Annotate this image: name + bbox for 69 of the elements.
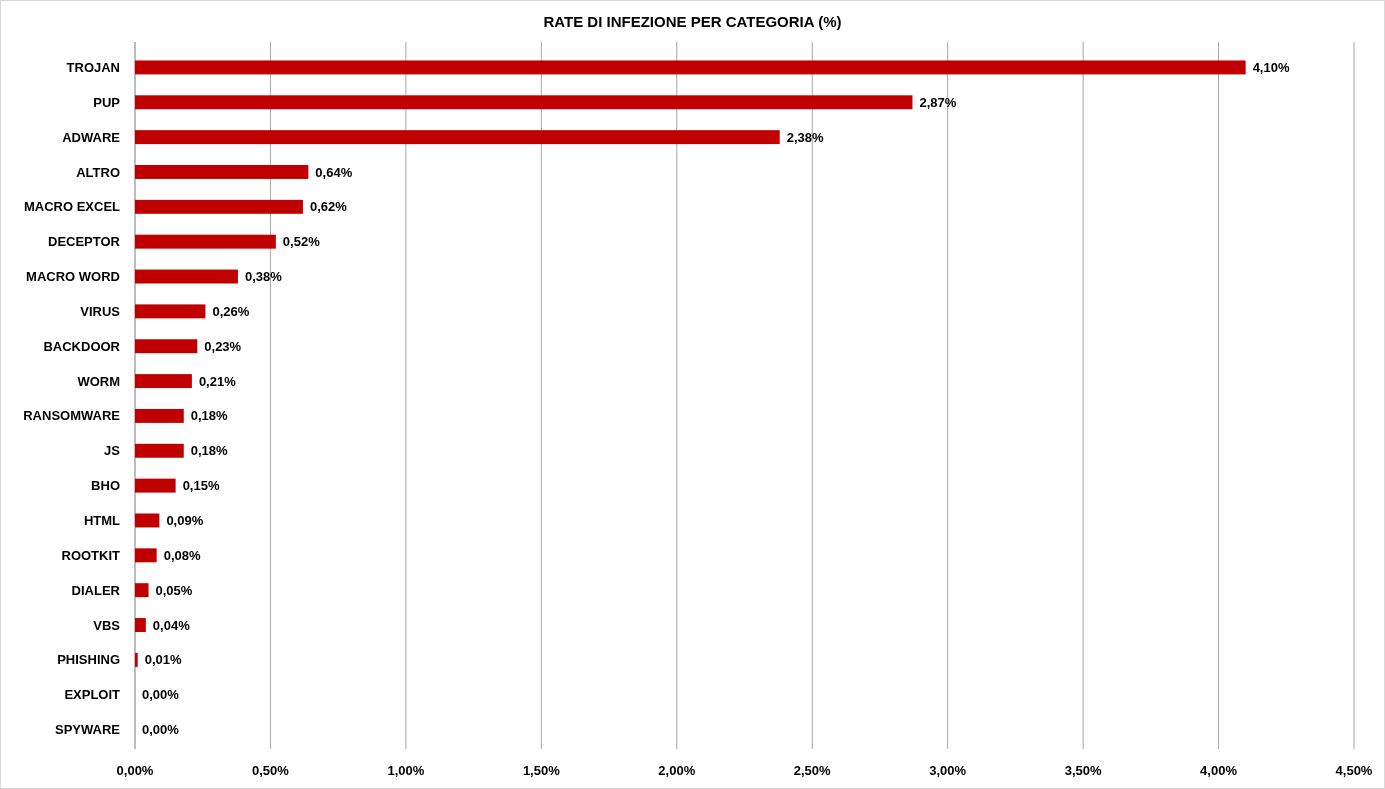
data-label: 0,52% <box>282 234 321 250</box>
x-tick-label: 2,00% <box>658 763 696 778</box>
bar <box>135 652 138 667</box>
bar <box>135 95 913 110</box>
data-label: 0,04% <box>152 617 191 633</box>
bar <box>135 234 276 249</box>
y-tick-label: PHISHING <box>57 652 120 668</box>
bar <box>135 269 238 284</box>
y-tick-label: ADWARE <box>62 129 121 145</box>
data-label: 0,18% <box>190 408 229 424</box>
data-label: 0,05% <box>155 582 193 598</box>
y-tick-label: ROOTKIT <box>61 547 121 563</box>
data-label: 0,23% <box>204 338 242 354</box>
data-label: 0,38% <box>244 269 283 285</box>
bar <box>135 513 160 528</box>
y-tick-label: PUP <box>93 94 121 110</box>
x-tick-label: 1,00% <box>387 763 425 778</box>
y-tick-label: RANSOMWARE <box>23 408 121 424</box>
data-label: 0,18% <box>190 443 229 459</box>
data-label: 0,00% <box>142 687 180 703</box>
y-tick-label: BACKDOOR <box>43 338 121 354</box>
y-tick-label: MACRO EXCEL <box>23 199 121 215</box>
y-tick-label: TROJAN <box>66 59 120 75</box>
y-tick-label: DIALER <box>71 582 121 598</box>
bar <box>135 548 157 563</box>
data-label: 0,01% <box>144 652 183 668</box>
y-tick-label: VBS <box>93 617 121 633</box>
x-tick-label: 2,50% <box>793 763 832 778</box>
bar <box>135 583 149 598</box>
chart-title: RATE DI INFEZIONE PER CATEGORIA (%) <box>543 13 842 30</box>
bar <box>135 618 146 632</box>
x-tick-label: 4,00% <box>1200 763 1238 778</box>
bar <box>135 478 176 493</box>
y-tick-label: EXPLOIT <box>64 687 121 703</box>
data-label: 4,10% <box>1252 59 1290 75</box>
bar <box>135 130 780 145</box>
y-tick-label: JS <box>104 443 121 459</box>
y-tick-label: DECEPTOR <box>48 234 121 250</box>
data-label: 2,38% <box>786 129 825 145</box>
bar <box>135 408 184 423</box>
bar <box>135 60 1246 75</box>
y-tick-label: WORM <box>77 373 120 389</box>
x-tick-label: 1,50% <box>522 763 561 778</box>
data-label: 0,21% <box>198 373 237 389</box>
data-label: 0,64% <box>315 164 353 180</box>
data-label: 0,62% <box>309 199 348 215</box>
y-tick-label: HTML <box>83 513 121 529</box>
data-label: 0,09% <box>166 513 204 529</box>
data-label: 0,00% <box>142 722 180 738</box>
y-tick-label: BHO <box>91 478 120 494</box>
bar <box>135 304 206 319</box>
x-tick-label: 3,50% <box>1064 763 1102 778</box>
x-tick-label: 0,50% <box>252 763 290 778</box>
x-tick-label: 3,00% <box>929 763 967 778</box>
data-label: 0,08% <box>163 547 201 563</box>
bar <box>135 165 309 179</box>
bar <box>135 443 184 458</box>
bar <box>135 339 198 354</box>
bar <box>135 374 192 389</box>
data-label: 2,87% <box>919 94 957 110</box>
x-tick-label: 0,00% <box>116 763 154 778</box>
x-tick-label: 4,50% <box>1335 763 1373 778</box>
y-tick-label: VIRUS <box>80 303 121 319</box>
data-label: 0,15% <box>182 478 220 494</box>
data-label: 0,26% <box>212 303 250 319</box>
y-tick-label: MACRO WORD <box>26 269 120 285</box>
y-tick-label: SPYWARE <box>54 722 121 738</box>
y-tick-label: ALTRO <box>76 164 120 180</box>
bar <box>135 199 303 214</box>
